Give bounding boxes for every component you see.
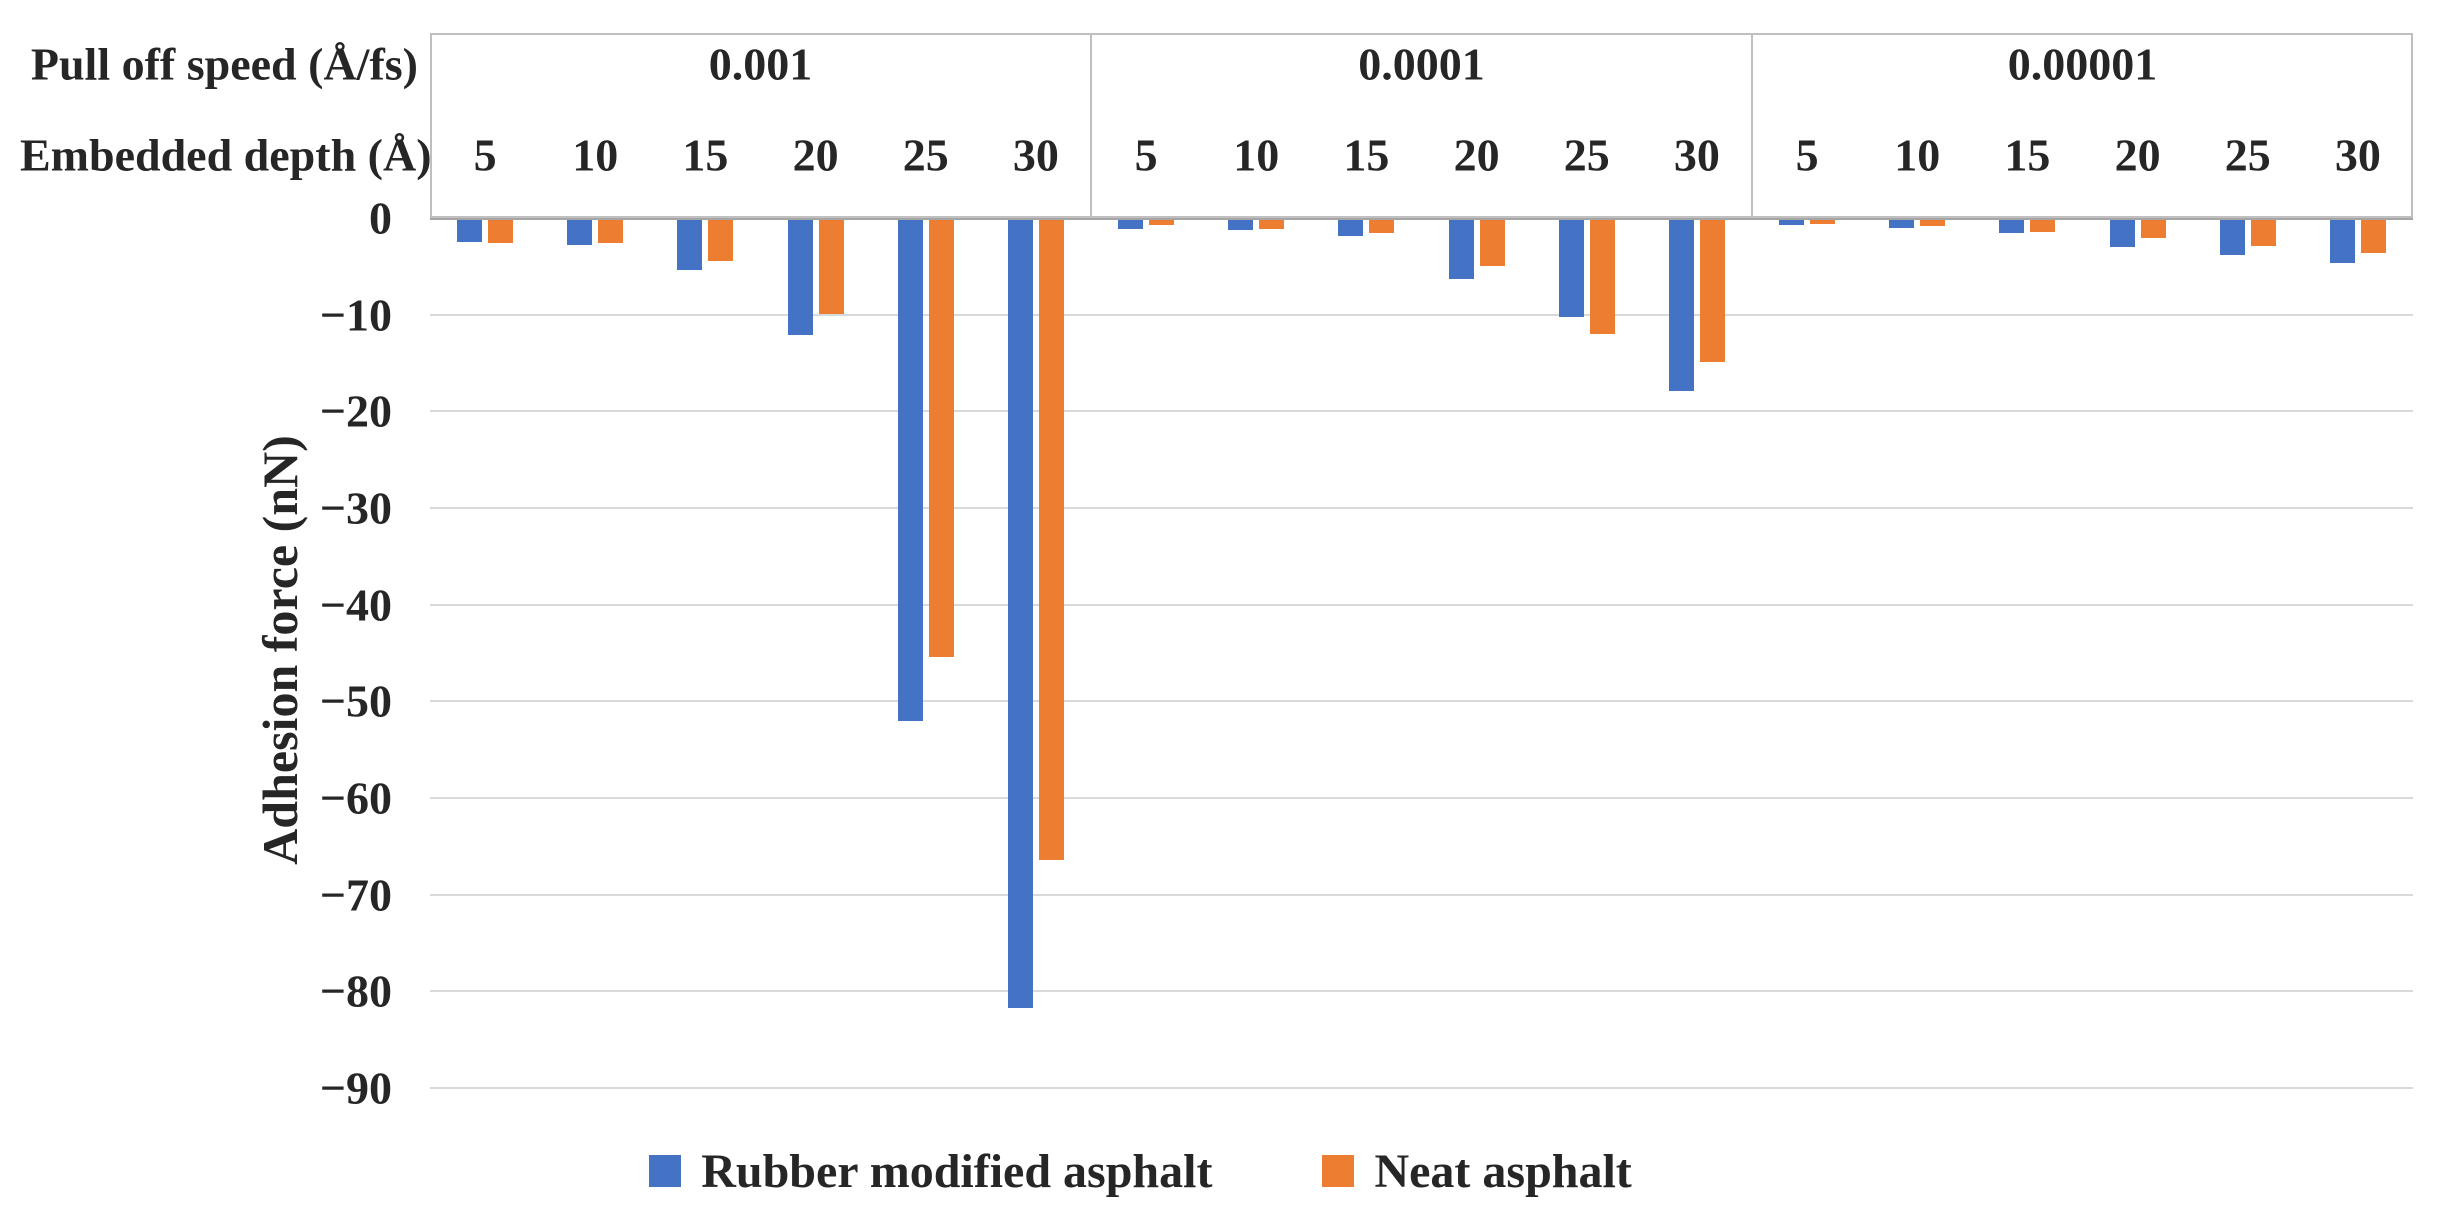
gridline — [430, 410, 2413, 413]
bar-rubber-modified-asphalt — [1118, 220, 1144, 229]
bar-neat-asphalt — [2030, 220, 2056, 232]
y-tick-labels: 0 −10 −20 −30 −40 −50 −60 −70 −80 −90 — [150, 0, 392, 1219]
bar-rubber-modified-asphalt — [677, 220, 703, 271]
legend-label: Rubber modified asphalt — [701, 1144, 1213, 1198]
bar-neat-asphalt — [1810, 220, 1836, 224]
bar-rubber-modified-asphalt — [567, 220, 593, 246]
depth-tick-label: 10 — [572, 129, 619, 181]
bar-rubber-modified-asphalt — [2329, 220, 2355, 263]
gridline — [430, 990, 2413, 993]
header-box — [430, 33, 2413, 218]
depth-tick-label: 10 — [1894, 129, 1941, 181]
bar-neat-asphalt — [488, 220, 514, 244]
depth-tick-label: 15 — [1343, 129, 1390, 181]
bar-neat-asphalt — [2140, 220, 2166, 239]
depth-tick-label: 15 — [2004, 129, 2051, 181]
gridline — [430, 507, 2413, 509]
bar-neat-asphalt — [1920, 220, 1946, 226]
bar-neat-asphalt — [928, 220, 954, 657]
group-separator — [1751, 33, 1753, 218]
bar-rubber-modified-asphalt — [1007, 220, 1033, 1008]
y-tick-label: −20 — [319, 385, 392, 437]
gridline — [430, 700, 2413, 703]
bar-rubber-modified-asphalt — [1668, 220, 1694, 392]
bar-rubber-modified-asphalt — [457, 220, 483, 243]
gridline — [430, 603, 2413, 606]
bar-neat-asphalt — [598, 220, 624, 244]
depth-tick-label: 20 — [792, 129, 839, 181]
y-tick-label: −30 — [319, 482, 392, 534]
legend-item: Rubber modified asphalt — [649, 1144, 1212, 1199]
depth-tick-label: 5 — [1795, 129, 1819, 181]
depth-tick-label: 20 — [1453, 129, 1500, 181]
depth-tick-label: 25 — [2224, 129, 2271, 181]
gridline — [430, 1087, 2413, 1089]
bar-neat-asphalt — [2360, 220, 2386, 253]
bar-rubber-modified-asphalt — [1448, 220, 1474, 279]
legend: Rubber modified asphalt Neat asphalt — [0, 1136, 2451, 1206]
depth-tick-label: 25 — [1563, 129, 1610, 181]
depth-tick-label: 15 — [682, 129, 729, 181]
bar-rubber-modified-asphalt — [1779, 220, 1805, 225]
bar-rubber-modified-asphalt — [1999, 220, 2025, 233]
group-speed-label: 0.0001 — [1358, 38, 1485, 90]
bar-rubber-modified-asphalt — [1558, 220, 1584, 317]
legend-swatch-rubber-modified-asphalt — [649, 1155, 682, 1187]
bar-neat-asphalt — [818, 220, 844, 314]
embedded-depth-row-label: Embedded depth (Å) — [20, 129, 432, 181]
bar-neat-asphalt — [1259, 220, 1285, 229]
legend-swatch-neat-asphalt — [1322, 1155, 1355, 1187]
y-tick-label: 0 — [369, 192, 392, 244]
bar-neat-asphalt — [1589, 220, 1615, 335]
depth-tick-label: 5 — [1134, 129, 1158, 181]
bar-neat-asphalt — [1149, 220, 1175, 225]
gridline — [430, 313, 2413, 316]
depth-tick-label: 20 — [2114, 129, 2161, 181]
y-tick-label: −90 — [319, 1062, 392, 1114]
bar-neat-asphalt — [2250, 220, 2276, 247]
y-tick-label: −60 — [319, 772, 392, 824]
bar-neat-asphalt — [1479, 220, 1505, 267]
legend-item: Neat asphalt — [1322, 1144, 1632, 1199]
bar-neat-asphalt — [1369, 220, 1395, 233]
group-separator — [1090, 33, 1092, 218]
group-speed-label: 0.001 — [708, 38, 813, 90]
y-tick-label: −70 — [319, 869, 392, 921]
depth-tick-label: 5 — [473, 129, 497, 181]
depth-tick-label: 30 — [2334, 129, 2381, 181]
gridline — [430, 893, 2413, 896]
gridline — [430, 797, 2413, 799]
bar-neat-asphalt — [1699, 220, 1725, 363]
pull-off-speed-row-label: Pull off speed (Å/fs) — [30, 38, 418, 90]
depth-tick-label: 30 — [1012, 129, 1059, 181]
bar-rubber-modified-asphalt — [1228, 220, 1254, 230]
bar-neat-asphalt — [708, 220, 734, 261]
plot-area: 0.001 5 10 15 20 25 30 0.0001 5 10 15 20 25 30 0.00001… — [430, 0, 2413, 1219]
legend-label: Neat asphalt — [1374, 1144, 1632, 1198]
bar-rubber-modified-asphalt — [2109, 220, 2135, 248]
zero-axis-line — [430, 218, 2413, 220]
depth-tick-label: 30 — [1673, 129, 1720, 181]
group-speed-label: 0.00001 — [2007, 38, 2158, 90]
bar-neat-asphalt — [1038, 220, 1064, 860]
bar-rubber-modified-asphalt — [1889, 220, 1915, 228]
bar-rubber-modified-asphalt — [787, 220, 813, 336]
y-tick-label: −80 — [319, 965, 392, 1017]
bar-rubber-modified-asphalt — [2219, 220, 2245, 255]
y-tick-label: −10 — [319, 289, 392, 341]
depth-tick-label: 10 — [1233, 129, 1280, 181]
y-tick-label: −50 — [319, 675, 392, 727]
bar-rubber-modified-asphalt — [1338, 220, 1364, 237]
y-tick-label: −40 — [319, 579, 392, 631]
depth-tick-label: 25 — [902, 129, 949, 181]
bar-rubber-modified-asphalt — [897, 220, 923, 721]
